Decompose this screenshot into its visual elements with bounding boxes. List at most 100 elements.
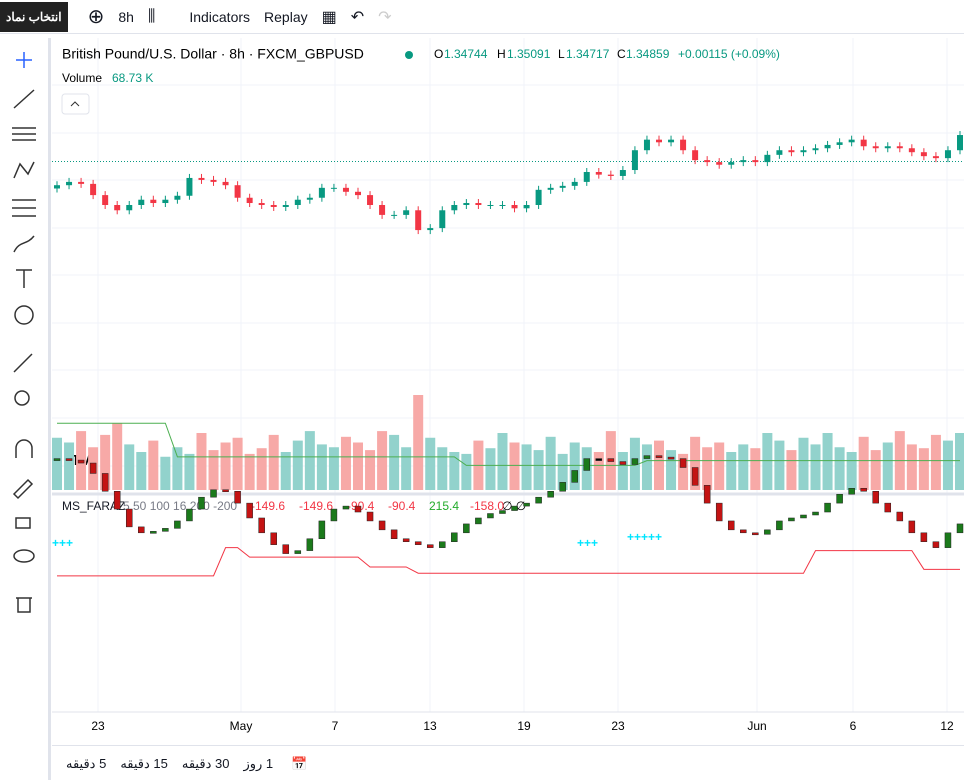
goto-date[interactable]: 📅: [291, 755, 308, 771]
magnet-tool[interactable]: [15, 439, 33, 458]
volume-bar: [509, 442, 520, 490]
volume-bar: [268, 434, 279, 490]
interval[interactable]: 8h: [118, 8, 134, 25]
candle: [114, 205, 121, 211]
volume-bar: [593, 452, 604, 490]
volume-bar: [485, 448, 496, 490]
oscillator-bar: [150, 531, 157, 534]
candle: [391, 214, 398, 216]
oscillator-bar: [571, 470, 578, 483]
bottom-bar: 📅 1 روز 30 دقیقه 15 دقیقه 5 دقیقه: [52, 745, 964, 781]
lock-tool[interactable]: [15, 517, 31, 529]
oscillator-bar: [330, 508, 338, 522]
candle: [728, 162, 735, 165]
candle: [619, 170, 626, 176]
candle: [102, 195, 109, 205]
undo[interactable]: ↶: [350, 8, 365, 26]
volume-bar: [714, 442, 725, 490]
volume-bar: [340, 436, 351, 490]
candle: [944, 150, 951, 159]
candle: [607, 174, 614, 176]
oscillator-bar: [908, 520, 916, 534]
candle: [872, 146, 879, 149]
volume-bar: [425, 437, 436, 490]
volume-bar: [136, 452, 147, 490]
volume-bar: [449, 452, 460, 490]
oscillator-bar: [559, 482, 566, 492]
candle: [318, 187, 325, 198]
visibility-tool[interactable]: [13, 549, 35, 563]
collapse-button[interactable]: [61, 93, 90, 115]
oscillator-bar: [210, 489, 217, 498]
oscillator-bar: [511, 505, 518, 511]
candle: [957, 135, 963, 151]
signal: +++++: [627, 530, 662, 544]
candle: [379, 205, 386, 215]
oscillator-bar: [294, 550, 302, 554]
volume-bar: [774, 440, 785, 490]
indicator-value: -149.6: [251, 499, 285, 513]
ruler-tool[interactable]: [13, 353, 33, 373]
range-button[interactable]: 15 دقیقه: [120, 755, 168, 771]
zoom-tool[interactable]: [14, 390, 30, 406]
oscillator-bar: [439, 541, 446, 548]
volume-bar: [545, 436, 556, 490]
time-label: 12: [940, 719, 954, 733]
volume-bar: [160, 456, 171, 490]
oscillator-bar: [764, 529, 771, 535]
candle: [932, 156, 939, 159]
range-button[interactable]: 30 دقیقه: [181, 755, 230, 771]
volume-bar: [786, 450, 797, 490]
volume-bar: [569, 442, 580, 490]
lock-draw-tool[interactable]: [12, 478, 34, 500]
chart-type[interactable]: ⫼: [147, 7, 156, 25]
layout[interactable]: ▦: [321, 8, 337, 26]
crosshair-tool[interactable]: [16, 52, 32, 68]
candle: [908, 148, 915, 153]
oscillator-bar: [77, 459, 85, 464]
candle: [342, 187, 349, 192]
candle: [174, 195, 181, 200]
volume-bar: [822, 433, 833, 490]
candle: [692, 150, 699, 161]
candle: [668, 139, 675, 143]
candle: [535, 189, 542, 205]
oscillator-bar: [499, 510, 506, 514]
volume-bar: [304, 431, 315, 490]
brush-tool[interactable]: [13, 235, 35, 253]
oscillator-bar: [318, 520, 326, 539]
volume-bar: [316, 444, 327, 490]
volume-bar: [124, 444, 135, 490]
volume-bar: [437, 447, 448, 490]
time-label: May: [230, 719, 253, 733]
delete-tool[interactable]: [16, 597, 32, 613]
time-label: 23: [91, 719, 105, 733]
text-tool[interactable]: [16, 269, 32, 288]
oscillator-bar: [583, 458, 591, 471]
oscillator-bar: [776, 520, 783, 531]
oscillator-bar: [414, 541, 422, 545]
volume-bar: [328, 447, 339, 490]
volume-bar: [461, 453, 472, 490]
fib-tool[interactable]: [12, 127, 36, 141]
oscillator-bar: [186, 508, 193, 522]
trendline-tool[interactable]: [13, 89, 35, 109]
range-button[interactable]: 5 دقیقه: [66, 755, 107, 771]
indicators[interactable]: Indicators: [189, 8, 251, 25]
range-button[interactable]: 1 روز: [243, 755, 274, 771]
candle: [138, 199, 145, 205]
pattern-tool[interactable]: [13, 161, 35, 179]
collapse-icon: [70, 101, 80, 107]
h-value: 1.35091: [507, 47, 551, 61]
oscillator-bar: [956, 523, 964, 534]
candle: [704, 160, 711, 163]
oscillator-bar: [872, 491, 879, 504]
add-symbol[interactable]: ⊕: [87, 6, 105, 28]
symbol-button[interactable]: انتخاب نماد: [0, 1, 68, 32]
replay[interactable]: Replay: [264, 8, 308, 25]
indicator-value: -90.4: [388, 499, 416, 513]
oscillator-bar: [402, 538, 410, 542]
emoji-tool[interactable]: [14, 305, 34, 325]
volume-bar: [208, 450, 219, 490]
projection-tool[interactable]: [12, 199, 36, 217]
